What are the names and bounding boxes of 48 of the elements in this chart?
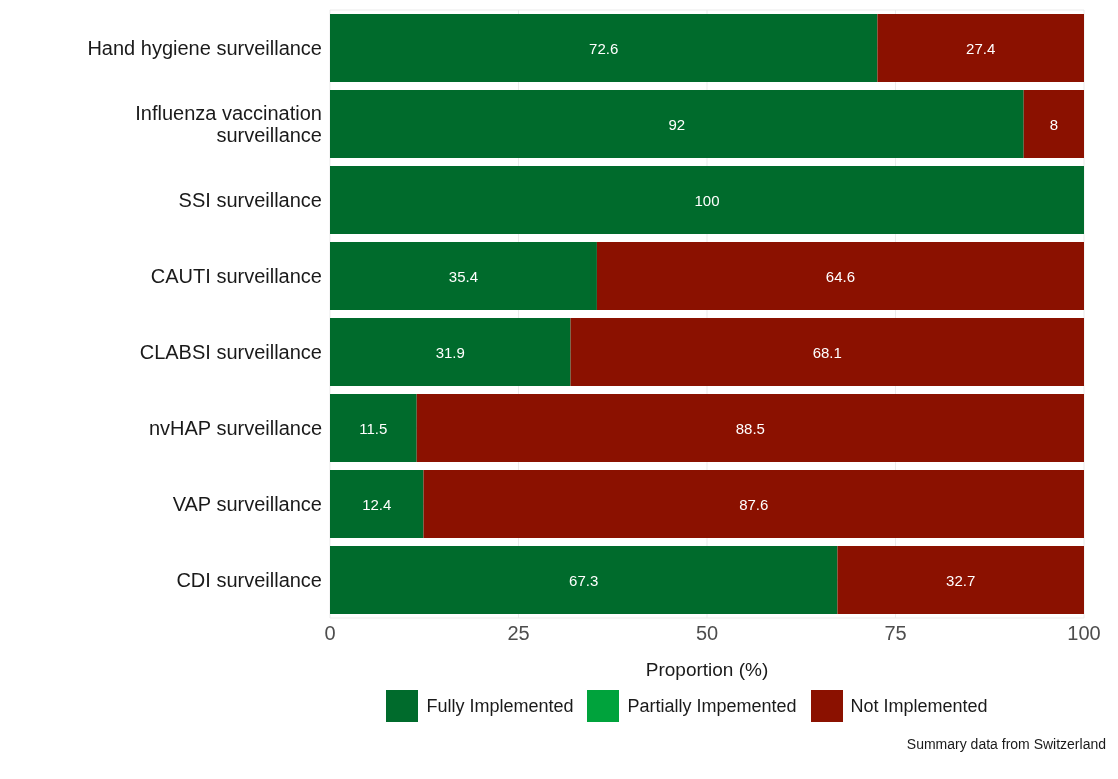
data-label: 64.6 bbox=[825, 267, 856, 285]
bar bbox=[330, 318, 571, 386]
x-tick-label: 75 bbox=[884, 622, 907, 645]
bar bbox=[330, 546, 838, 614]
x-tick-label: 100 bbox=[1067, 622, 1101, 645]
y-tick-label: SSI surveillance bbox=[178, 189, 322, 211]
data-label: 11.5 bbox=[359, 419, 388, 437]
x-tick-label: 25 bbox=[507, 622, 530, 645]
bar bbox=[877, 14, 1084, 82]
y-tick-label: VAP surveillance bbox=[172, 493, 322, 515]
bar bbox=[596, 242, 1084, 310]
legend-label: Not Implemented bbox=[850, 695, 988, 717]
data-label: 92 bbox=[668, 115, 686, 133]
data-label: 100 bbox=[694, 191, 720, 209]
data-label: 87.6 bbox=[739, 495, 769, 513]
bar bbox=[416, 394, 1084, 462]
data-label: 67.3 bbox=[569, 571, 599, 589]
bar bbox=[837, 546, 1084, 614]
y-tick-label: nvHAP surveillance bbox=[148, 417, 322, 439]
bar bbox=[330, 242, 597, 310]
bar bbox=[423, 470, 1084, 538]
x-tick-label: 0 bbox=[324, 622, 336, 645]
data-label: 31.9 bbox=[435, 343, 465, 361]
data-label: 27.4 bbox=[966, 39, 996, 57]
data-label: 12.4 bbox=[362, 495, 392, 513]
bar bbox=[330, 394, 417, 462]
data-label: 88.5 bbox=[735, 419, 765, 437]
data-label: 32.7 bbox=[946, 571, 976, 589]
legend-label: Fully Implemented bbox=[426, 695, 574, 717]
x-axis-title: Proportion (%) bbox=[645, 659, 769, 680]
data-label: 68.1 bbox=[812, 343, 842, 361]
bar bbox=[570, 318, 1084, 386]
y-tick-label: Influenza vaccination surveillance bbox=[135, 102, 322, 146]
data-label: 8 bbox=[1049, 115, 1059, 133]
data-label: 72.6 bbox=[589, 39, 619, 57]
y-tick-label: CAUTI surveillance bbox=[150, 265, 322, 287]
y-tick-label: Hand hygiene surveillance bbox=[87, 37, 322, 59]
text: Summary data from Switzerland bbox=[905, 736, 1106, 752]
bar bbox=[330, 470, 424, 538]
bar bbox=[330, 90, 1024, 158]
y-tick-label: CDI surveillance bbox=[176, 569, 322, 591]
legend-label: Partially Impemented bbox=[627, 695, 797, 717]
bar bbox=[1023, 90, 1084, 158]
x-tick-label: 50 bbox=[695, 622, 719, 645]
y-tick-label: CLABSI surveillance bbox=[139, 341, 322, 363]
bar bbox=[330, 166, 1084, 234]
bar bbox=[330, 14, 878, 82]
data-label: 35.4 bbox=[448, 267, 479, 285]
